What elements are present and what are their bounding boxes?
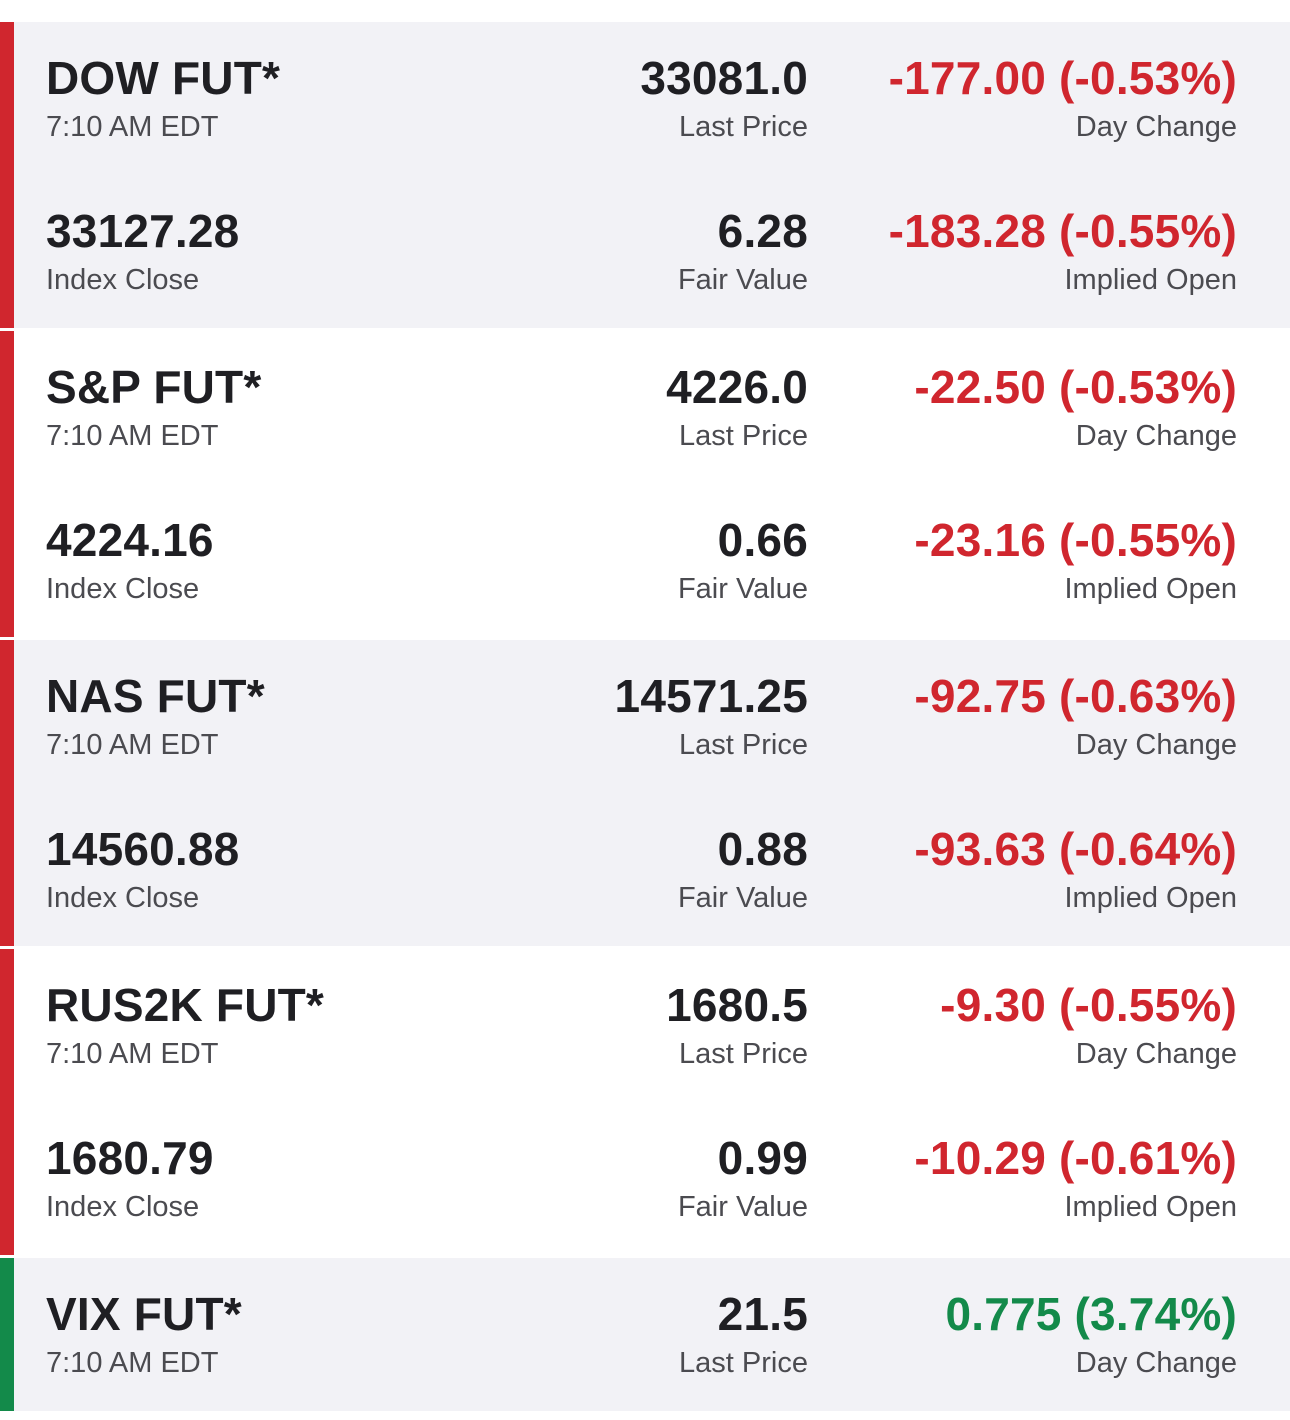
- fair-value-row: 4224.16 Index Close 0.66 Fair Value -23.…: [0, 484, 1290, 637]
- index-close-label: Index Close: [46, 1191, 200, 1223]
- fair-value-row: 14560.88 Index Close 0.88 Fair Value -93…: [0, 793, 1290, 946]
- index-close-value: 4224.16: [46, 514, 214, 566]
- fair-value-value: 0.99: [717, 1132, 808, 1184]
- timestamp: 7:10 AM EDT: [46, 420, 219, 452]
- last-price-value: 4226.0: [666, 361, 808, 413]
- last-price-value: 1680.5: [666, 979, 808, 1031]
- futures-card-nas[interactable]: NAS FUT* 7:10 AM EDT 14571.25 Last Price…: [0, 640, 1290, 949]
- quote-row: VIX FUT* 7:10 AM EDT 21.5 Last Price 0.7…: [0, 1258, 1290, 1411]
- trend-bar-positive: [0, 1258, 14, 1411]
- fair-value-value: 0.88: [717, 823, 808, 875]
- day-change-label: Day Change: [1075, 420, 1237, 452]
- timestamp: 7:10 AM EDT: [46, 1038, 219, 1070]
- trend-bar-negative: [0, 949, 14, 1255]
- implied-open-value: -183.28 (-0.55%): [888, 205, 1237, 257]
- index-close-label: Index Close: [46, 882, 200, 914]
- implied-open-label: Implied Open: [1064, 573, 1238, 605]
- last-price-label: Last Price: [679, 1347, 808, 1379]
- futures-card-sp[interactable]: S&P FUT* 7:10 AM EDT 4226.0 Last Price -…: [0, 331, 1290, 640]
- futures-card-vix[interactable]: VIX FUT* 7:10 AM EDT 21.5 Last Price 0.7…: [0, 1258, 1290, 1414]
- fair-value-value: 0.66: [717, 514, 808, 566]
- contract-name[interactable]: NAS FUT*: [46, 670, 265, 722]
- index-close-label: Index Close: [46, 573, 200, 605]
- day-change-label: Day Change: [1075, 1347, 1237, 1379]
- last-price-label: Last Price: [679, 1038, 808, 1070]
- day-change-value: -22.50 (-0.53%): [914, 361, 1237, 413]
- implied-open-label: Implied Open: [1064, 264, 1238, 296]
- fair-value-label: Fair Value: [677, 573, 808, 605]
- fair-value-label: Fair Value: [677, 882, 808, 914]
- trend-bar-negative: [0, 640, 14, 946]
- last-price-value: 33081.0: [640, 52, 808, 104]
- implied-open-label: Implied Open: [1064, 882, 1238, 914]
- day-change-value: -177.00 (-0.53%): [888, 52, 1237, 104]
- last-price-value: 21.5: [717, 1288, 808, 1340]
- fair-value-row: 33127.28 Index Close 6.28 Fair Value -18…: [0, 175, 1290, 328]
- implied-open-label: Implied Open: [1064, 1191, 1238, 1223]
- fair-value-value: 6.28: [717, 205, 808, 257]
- trend-bar-negative: [0, 331, 14, 637]
- implied-open-value: -10.29 (-0.61%): [914, 1132, 1237, 1184]
- contract-name[interactable]: VIX FUT*: [46, 1288, 242, 1340]
- day-change-value: -9.30 (-0.55%): [940, 979, 1237, 1031]
- contract-name[interactable]: S&P FUT*: [46, 361, 262, 413]
- last-price-label: Last Price: [679, 111, 808, 143]
- quote-row: NAS FUT* 7:10 AM EDT 14571.25 Last Price…: [0, 640, 1290, 793]
- last-price-label: Last Price: [679, 420, 808, 452]
- day-change-label: Day Change: [1075, 111, 1237, 143]
- index-close-value: 14560.88: [46, 823, 240, 875]
- fair-value-row: 1680.79 Index Close 0.99 Fair Value -10.…: [0, 1102, 1290, 1255]
- day-change-label: Day Change: [1075, 1038, 1237, 1070]
- fair-value-label: Fair Value: [677, 264, 808, 296]
- trend-bar-negative: [0, 22, 14, 328]
- index-close-value: 1680.79: [46, 1132, 214, 1184]
- timestamp: 7:10 AM EDT: [46, 1347, 219, 1379]
- contract-name[interactable]: DOW FUT*: [46, 52, 281, 104]
- futures-list: DOW FUT* 7:10 AM EDT 33081.0 Last Price …: [0, 22, 1290, 1414]
- timestamp: 7:10 AM EDT: [46, 111, 219, 143]
- implied-open-value: -23.16 (-0.55%): [914, 514, 1237, 566]
- timestamp: 7:10 AM EDT: [46, 729, 219, 761]
- day-change-value: -92.75 (-0.63%): [914, 670, 1237, 722]
- day-change-label: Day Change: [1075, 729, 1237, 761]
- futures-card-dow[interactable]: DOW FUT* 7:10 AM EDT 33081.0 Last Price …: [0, 22, 1290, 331]
- last-price-label: Last Price: [679, 729, 808, 761]
- index-close-value: 33127.28: [46, 205, 240, 257]
- last-price-value: 14571.25: [614, 670, 808, 722]
- implied-open-value: -93.63 (-0.64%): [914, 823, 1237, 875]
- futures-card-rus2k[interactable]: RUS2K FUT* 7:10 AM EDT 1680.5 Last Price…: [0, 949, 1290, 1258]
- quote-row: RUS2K FUT* 7:10 AM EDT 1680.5 Last Price…: [0, 949, 1290, 1102]
- day-change-value: 0.775 (3.74%): [945, 1288, 1237, 1340]
- index-close-label: Index Close: [46, 264, 200, 296]
- contract-name[interactable]: RUS2K FUT*: [46, 979, 325, 1031]
- quote-row: S&P FUT* 7:10 AM EDT 4226.0 Last Price -…: [0, 331, 1290, 484]
- quote-row: DOW FUT* 7:10 AM EDT 33081.0 Last Price …: [0, 22, 1290, 175]
- fair-value-label: Fair Value: [677, 1191, 808, 1223]
